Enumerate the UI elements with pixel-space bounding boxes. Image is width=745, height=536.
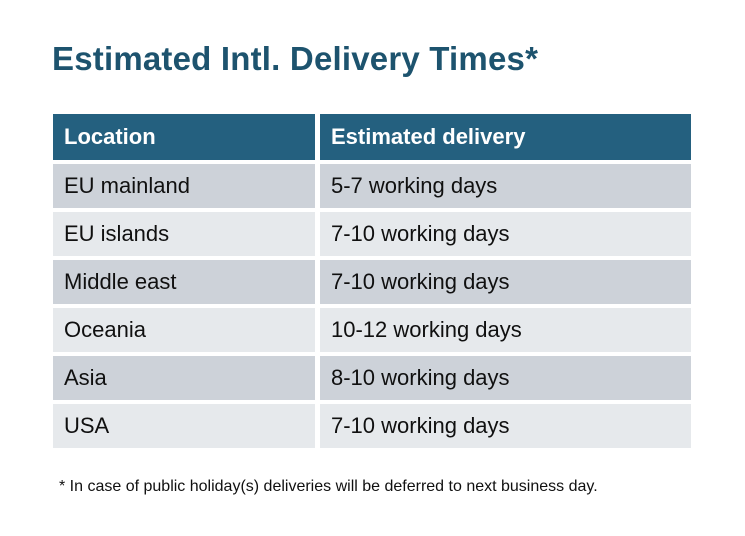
location-cell: USA bbox=[53, 404, 315, 448]
footnote: * In case of public holiday(s) deliverie… bbox=[59, 478, 598, 495]
page-title: Estimated Intl. Delivery Times* bbox=[52, 40, 539, 77]
location-cell: Oceania bbox=[53, 308, 315, 352]
column-header-location: Location bbox=[53, 114, 315, 160]
delivery-cell: 7-10 working days bbox=[320, 260, 691, 304]
column-header-estimated-delivery: Estimated delivery bbox=[320, 114, 691, 160]
location-cell: EU mainland bbox=[53, 164, 315, 208]
location-cell: Asia bbox=[53, 356, 315, 400]
delivery-cell: 7-10 working days bbox=[320, 212, 691, 256]
delivery-cell: 10-12 working days bbox=[320, 308, 691, 352]
delivery-times-table: Location Estimated delivery EU mainland … bbox=[53, 114, 691, 448]
delivery-cell: 5-7 working days bbox=[320, 164, 691, 208]
delivery-cell: 8-10 working days bbox=[320, 356, 691, 400]
delivery-cell: 7-10 working days bbox=[320, 404, 691, 448]
location-cell: Middle east bbox=[53, 260, 315, 304]
location-cell: EU islands bbox=[53, 212, 315, 256]
